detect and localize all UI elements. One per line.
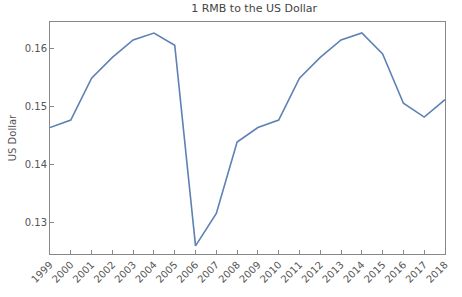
svg-text:2009: 2009 bbox=[237, 259, 263, 285]
svg-text:2018: 2018 bbox=[424, 259, 450, 285]
svg-text:0.15: 0.15 bbox=[25, 101, 47, 112]
svg-text:2015: 2015 bbox=[362, 259, 388, 285]
svg-text:2017: 2017 bbox=[403, 259, 429, 285]
svg-text:2003: 2003 bbox=[112, 259, 138, 285]
svg-text:1 RMB to the US Dollar: 1 RMB to the US Dollar bbox=[191, 2, 317, 15]
svg-text:2012: 2012 bbox=[299, 259, 325, 285]
svg-text:0.16: 0.16 bbox=[25, 43, 47, 54]
svg-text:2000: 2000 bbox=[50, 259, 76, 285]
svg-text:2011: 2011 bbox=[279, 259, 305, 285]
svg-text:2005: 2005 bbox=[154, 259, 180, 285]
svg-text:0.14: 0.14 bbox=[25, 159, 47, 170]
svg-text:2007: 2007 bbox=[195, 259, 221, 285]
svg-text:US Dollar: US Dollar bbox=[7, 114, 18, 161]
svg-text:2013: 2013 bbox=[320, 259, 346, 285]
svg-text:2010: 2010 bbox=[258, 259, 284, 285]
svg-text:2004: 2004 bbox=[133, 259, 159, 285]
svg-text:2016: 2016 bbox=[383, 259, 409, 285]
svg-text:2006: 2006 bbox=[175, 259, 201, 285]
svg-text:1999: 1999 bbox=[29, 259, 55, 285]
svg-text:0.13: 0.13 bbox=[25, 217, 47, 228]
svg-text:2014: 2014 bbox=[341, 259, 367, 285]
svg-text:2001: 2001 bbox=[71, 259, 97, 285]
svg-text:2002: 2002 bbox=[92, 259, 118, 285]
svg-text:2008: 2008 bbox=[216, 259, 242, 285]
